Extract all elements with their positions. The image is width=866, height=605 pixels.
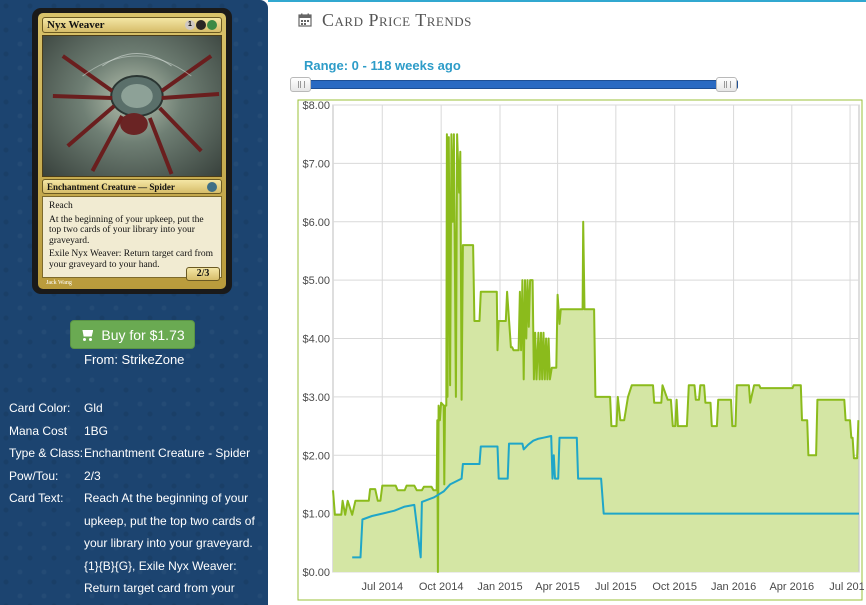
detail-value: Enchantment Creature - Spider: [84, 446, 251, 460]
card-type-line: Enchantment Creature — Spider: [47, 181, 175, 192]
calendar-icon: [298, 13, 312, 27]
series-line-2: [352, 435, 859, 559]
detail-label: Card Color:: [9, 401, 71, 415]
seller-label: From: StrikeZone: [84, 352, 185, 367]
x-tick-label: Apr 2016: [769, 581, 814, 593]
series-line-1: [332, 133, 860, 573]
detail-label: Card Text:: [9, 491, 64, 505]
y-axis-labels: $0.00 $1.00 $2.00 $3.00 $4.00 $5.00 $6.00 $7.00…: [302, 100, 330, 579]
detail-label: Mana Cost: [9, 423, 68, 438]
header-accent-line: [268, 0, 866, 2]
mana-generic-icon: 1: [185, 20, 195, 30]
range-slider-track[interactable]: [292, 80, 738, 89]
card-rules-line: Reach: [49, 201, 73, 211]
y-tick-label: $5.00: [302, 275, 330, 287]
range-label: Range: 0 - 118 weeks ago: [304, 58, 461, 73]
y-tick-label: $4.00: [302, 334, 330, 346]
x-tick-label: Apr 2015: [535, 581, 580, 593]
detail-value: 1BG: [84, 423, 109, 438]
y-tick-label: $8.00: [302, 100, 330, 112]
x-tick-label: Jul 2014: [361, 581, 403, 593]
detail-value: Reach At the beginning of your upkeep, p…: [84, 491, 255, 595]
spider-art-icon: [52, 53, 220, 175]
y-tick-label: $1.00: [302, 509, 330, 521]
y-tick-label: $3.00: [302, 392, 330, 404]
card-rules-line: At the beginning of your upkeep, put the…: [49, 214, 204, 246]
series-area-1: [333, 134, 859, 572]
x-tick-label: Oct 2014: [419, 581, 464, 593]
detail-row-mana-cost: Mana Cost 1BG: [9, 420, 264, 443]
detail-row-pow-tou: Pow/Tou: 2/3: [9, 465, 264, 488]
set-symbol-icon: [207, 181, 217, 192]
card-image: Nyx Weaver 1 Enchantment Cre: [32, 8, 232, 294]
detail-value: 2/3: [84, 468, 101, 483]
range-slider-handle-max[interactable]: [716, 77, 737, 92]
y-tick-label: $2.00: [302, 450, 330, 462]
card-name: Nyx Weaver: [47, 19, 105, 31]
y-tick-label: $6.00: [302, 217, 330, 229]
card-rules-text: Reach At the beginning of your upkeep, p…: [42, 196, 222, 278]
buy-button[interactable]: Buy for $1.73: [70, 320, 195, 349]
mana-green-icon: [207, 20, 217, 30]
detail-label: Type & Class:: [9, 446, 84, 460]
detail-row-card-text: Card Text: Reach At the beginning of you…: [9, 487, 264, 600]
price-chart: $0.00 $1.00 $2.00 $3.00 $4.00 $5.00 $6.00 $7.00…: [297, 99, 864, 601]
sidebar: Nyx Weaver 1 Enchantment Cre: [0, 0, 268, 605]
x-axis-labels: Jul 2014 Oct 2014 Jan 2015 Apr 2015 Jul 2015…: [361, 581, 864, 593]
y-tick-label: $0.00: [302, 567, 330, 579]
detail-row-color: Card Color: Gld: [9, 397, 264, 420]
card-rules-line: Exile Nyx Weaver: Return target card fro…: [49, 249, 214, 270]
card-artwork: [42, 35, 222, 177]
y-tick-label: $7.00: [302, 158, 330, 170]
card-artist: Jack Wang: [46, 280, 72, 286]
card-type-bar: Enchantment Creature — Spider: [42, 179, 222, 194]
detail-value: Gld: [84, 401, 103, 415]
x-tick-label: Oct 2015: [652, 581, 697, 593]
x-tick-label: Jan 2015: [477, 581, 522, 593]
card-power-toughness: 2/3: [186, 267, 220, 281]
shopping-cart-icon: [80, 329, 95, 341]
x-tick-label: Jul 2015: [595, 581, 637, 593]
page-title: Card Price Trends: [322, 10, 472, 30]
card-details: Card Color: Gld Mana Cost 1BG Type & Cla…: [9, 397, 264, 600]
x-tick-label: Jan 2016: [711, 581, 756, 593]
card-title-bar: Nyx Weaver 1: [42, 17, 222, 33]
chart-series: [332, 133, 860, 573]
range-slider-handle-min[interactable]: [290, 77, 311, 92]
card-mana-cost: 1: [185, 20, 217, 30]
detail-row-type: Type & Class: Enchantment Creature - Spi…: [9, 442, 264, 465]
mana-black-icon: [196, 20, 206, 30]
x-tick-label: Jul 2016: [829, 581, 864, 593]
detail-label: Pow/Tou:: [9, 468, 59, 483]
card-frame: Nyx Weaver 1 Enchantment Cre: [38, 13, 226, 289]
buy-button-label: Buy for $1.73: [101, 326, 185, 343]
